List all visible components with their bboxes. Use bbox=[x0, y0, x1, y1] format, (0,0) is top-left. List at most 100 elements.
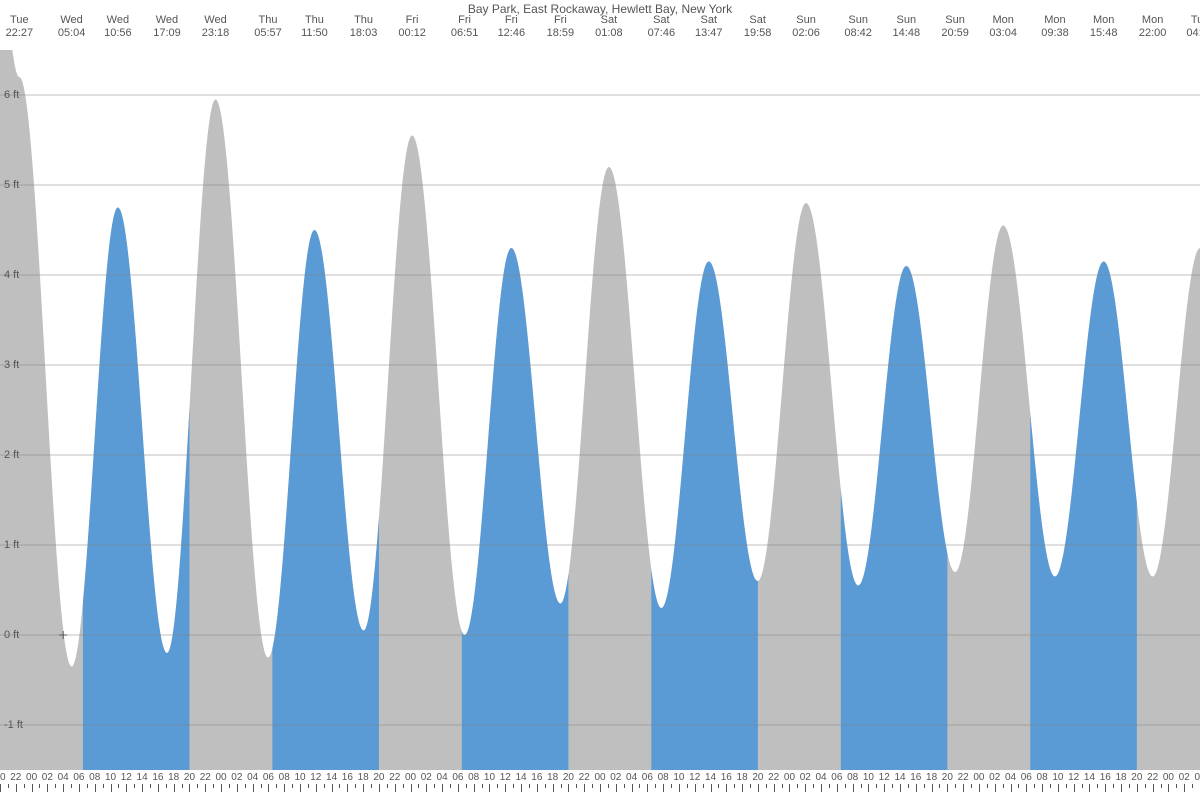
x-tick-major bbox=[553, 784, 554, 792]
x-tick-minor bbox=[718, 784, 719, 788]
x-tick-label: 12 bbox=[121, 772, 132, 783]
x-axis-labels: 2022000204060810121416182022000204060810… bbox=[0, 772, 1200, 800]
x-tick-label: 22 bbox=[10, 772, 21, 783]
tide-event-label: Sun14:48 bbox=[893, 14, 921, 40]
x-tick-minor bbox=[39, 784, 40, 788]
x-tick-minor bbox=[1192, 784, 1193, 788]
x-tick-minor bbox=[987, 784, 988, 788]
x-tick-minor bbox=[908, 784, 909, 788]
tide-event-label: Thu18:03 bbox=[350, 14, 378, 40]
x-tick-label: 10 bbox=[1052, 772, 1063, 783]
x-tick-major bbox=[379, 784, 380, 792]
x-tick-label: 12 bbox=[500, 772, 511, 783]
tide-chart bbox=[0, 50, 1200, 770]
x-tick-major bbox=[711, 784, 712, 792]
x-tick-minor bbox=[150, 784, 151, 788]
x-tick-label: 18 bbox=[926, 772, 937, 783]
x-tick-minor bbox=[1050, 784, 1051, 788]
x-tick-major bbox=[474, 784, 475, 792]
x-tick-label: 08 bbox=[658, 772, 669, 783]
x-tick-label: 02 bbox=[42, 772, 53, 783]
x-tick-minor bbox=[608, 784, 609, 788]
x-tick-major bbox=[963, 784, 964, 792]
x-tick-minor bbox=[1161, 784, 1162, 788]
x-tick-major bbox=[268, 784, 269, 792]
x-tick-major bbox=[805, 784, 806, 792]
x-tick-major bbox=[774, 784, 775, 792]
x-tick-label: 16 bbox=[1100, 772, 1111, 783]
x-tick-minor bbox=[592, 784, 593, 788]
x-tick-minor bbox=[939, 784, 940, 788]
x-tick-label: 18 bbox=[737, 772, 748, 783]
x-tick-minor bbox=[892, 784, 893, 788]
x-tick-major bbox=[1184, 784, 1185, 792]
x-tick-label: 22 bbox=[579, 772, 590, 783]
x-tick-minor bbox=[1097, 784, 1098, 788]
x-tick-major bbox=[79, 784, 80, 792]
x-tick-major bbox=[726, 784, 727, 792]
x-tick-minor bbox=[466, 784, 467, 788]
x-tick-minor bbox=[497, 784, 498, 788]
tide-event-label: Sat01:08 bbox=[595, 14, 623, 40]
x-tick-major bbox=[1089, 784, 1090, 792]
y-tick-label: 3 ft bbox=[4, 359, 19, 371]
x-tick-major bbox=[32, 784, 33, 792]
x-tick-label: 16 bbox=[531, 772, 542, 783]
x-tick-label: 14 bbox=[326, 772, 337, 783]
x-tick-label: 08 bbox=[1037, 772, 1048, 783]
x-tick-minor bbox=[750, 784, 751, 788]
x-tick-major bbox=[568, 784, 569, 792]
tide-event-label: Fri00:12 bbox=[398, 14, 426, 40]
x-tick-label: 20 bbox=[1131, 772, 1142, 783]
tide-event-label: Mon09:38 bbox=[1041, 14, 1069, 40]
x-tick-major bbox=[332, 784, 333, 792]
x-tick-major bbox=[205, 784, 206, 792]
x-tick-label: 16 bbox=[721, 772, 732, 783]
x-tick-label: 16 bbox=[342, 772, 353, 783]
x-tick-label: 10 bbox=[105, 772, 116, 783]
tide-event-label: Tue04:01 bbox=[1186, 14, 1200, 40]
x-tick-label: 14 bbox=[1084, 772, 1095, 783]
y-tick-label: 5 ft bbox=[4, 179, 19, 191]
x-tick-label: 02 bbox=[231, 772, 242, 783]
x-tick-label: 02 bbox=[421, 772, 432, 783]
x-tick-label: 00 bbox=[26, 772, 37, 783]
x-tick-minor bbox=[924, 784, 925, 788]
x-tick-label: 00 bbox=[973, 772, 984, 783]
x-tick-label: 20 bbox=[563, 772, 574, 783]
tide-event-label: Fri12:46 bbox=[498, 14, 526, 40]
x-tick-label: 10 bbox=[673, 772, 684, 783]
x-tick-label: 02 bbox=[800, 772, 811, 783]
tide-event-label: Fri06:51 bbox=[451, 14, 479, 40]
tide-event-label: Sun20:59 bbox=[941, 14, 969, 40]
x-tick-minor bbox=[118, 784, 119, 788]
x-tick-label: 12 bbox=[689, 772, 700, 783]
x-tick-label: 00 bbox=[405, 772, 416, 783]
x-tick-label: 18 bbox=[1115, 772, 1126, 783]
x-tick-label: 20 bbox=[184, 772, 195, 783]
x-tick-major bbox=[600, 784, 601, 792]
x-tick-label: 16 bbox=[152, 772, 163, 783]
x-tick-major bbox=[111, 784, 112, 792]
x-tick-minor bbox=[529, 784, 530, 788]
x-tick-minor bbox=[434, 784, 435, 788]
x-tick-minor bbox=[355, 784, 356, 788]
x-tick-major bbox=[1058, 784, 1059, 792]
x-tick-major bbox=[1011, 784, 1012, 792]
x-tick-minor bbox=[797, 784, 798, 788]
x-tick-minor bbox=[213, 784, 214, 788]
x-tick-major bbox=[284, 784, 285, 792]
x-tick-major bbox=[189, 784, 190, 792]
x-tick-minor bbox=[1129, 784, 1130, 788]
tide-event-label: Sat13:47 bbox=[695, 14, 723, 40]
x-tick-major bbox=[884, 784, 885, 792]
x-tick-major bbox=[853, 784, 854, 792]
x-tick-major bbox=[521, 784, 522, 792]
x-tick-minor bbox=[624, 784, 625, 788]
x-tick-major bbox=[821, 784, 822, 792]
x-tick-label: 08 bbox=[279, 772, 290, 783]
x-tick-label: 00 bbox=[594, 772, 605, 783]
x-tick-major bbox=[632, 784, 633, 792]
x-tick-major bbox=[1168, 784, 1169, 792]
y-tick-label: -1 ft bbox=[4, 719, 23, 731]
